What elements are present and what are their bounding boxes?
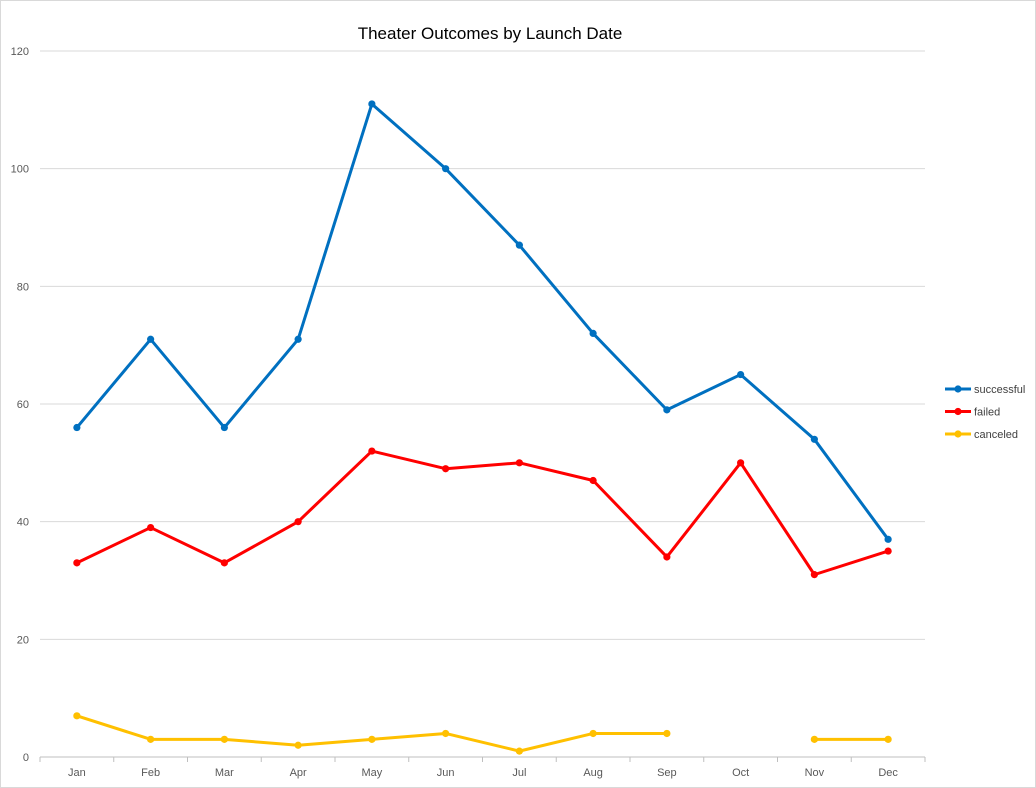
data-point bbox=[810, 735, 818, 743]
data-point bbox=[663, 406, 671, 414]
data-point bbox=[810, 435, 818, 443]
y-tick-label: 40 bbox=[17, 517, 29, 529]
x-tick-label: Dec bbox=[878, 767, 898, 779]
legend: successful failed canceled bbox=[945, 384, 1025, 441]
data-point bbox=[294, 335, 302, 343]
data-point bbox=[884, 535, 892, 543]
data-point bbox=[515, 459, 523, 467]
x-tick-label: Feb bbox=[141, 767, 160, 779]
legend-marker bbox=[954, 385, 962, 393]
legend-item-successful: successful bbox=[945, 384, 1025, 396]
data-point bbox=[220, 423, 228, 432]
series-canceled bbox=[73, 712, 892, 755]
data-point bbox=[147, 735, 155, 743]
data-point bbox=[884, 735, 892, 743]
data-point bbox=[368, 100, 376, 108]
data-point bbox=[884, 547, 892, 555]
x-axis: Jan Feb Mar Apr May Jun Jul Aug Sep Oct Nov Dec bbox=[39, 757, 926, 779]
x-tick-label: Jun bbox=[437, 767, 455, 779]
chart-title: Theater Outcomes by Launch Date bbox=[358, 24, 623, 43]
data-point bbox=[442, 729, 450, 738]
y-tick-label: 80 bbox=[17, 281, 29, 293]
data-point bbox=[589, 476, 597, 485]
data-point bbox=[515, 747, 523, 755]
data-point bbox=[73, 559, 81, 567]
y-tick-label: 0 bbox=[23, 752, 29, 764]
legend-marker bbox=[954, 407, 962, 416]
data-point bbox=[737, 459, 745, 467]
x-tick-label: Sep bbox=[657, 767, 677, 779]
series-successful bbox=[73, 100, 892, 543]
data-point bbox=[220, 735, 228, 743]
data-point bbox=[368, 735, 376, 743]
x-tick-label: Aug bbox=[583, 767, 603, 779]
data-point bbox=[294, 741, 302, 749]
legend-marker bbox=[954, 430, 962, 438]
gridlines bbox=[40, 50, 925, 758]
x-tick-label: Jan bbox=[68, 767, 86, 779]
y-tick-label: 100 bbox=[11, 164, 29, 176]
y-tick-label: 120 bbox=[11, 46, 29, 58]
legend-label: successful bbox=[974, 384, 1025, 396]
data-point bbox=[810, 571, 818, 579]
legend-label: canceled bbox=[974, 429, 1018, 441]
series-line bbox=[75, 714, 669, 753]
data-point bbox=[589, 329, 597, 337]
legend-label: failed bbox=[974, 407, 1000, 419]
data-point bbox=[737, 370, 745, 379]
plot-series bbox=[73, 100, 892, 755]
data-point bbox=[663, 729, 671, 738]
x-tick-label: May bbox=[361, 767, 382, 779]
data-point bbox=[442, 465, 450, 473]
x-tick-label: Apr bbox=[290, 767, 307, 779]
legend-item-failed: failed bbox=[945, 407, 1000, 419]
legend-item-canceled: canceled bbox=[945, 429, 1018, 441]
series-failed bbox=[73, 447, 892, 579]
series-line bbox=[75, 449, 890, 577]
x-tick-label: Nov bbox=[805, 767, 825, 779]
y-tick-label: 60 bbox=[17, 399, 29, 411]
data-point bbox=[663, 553, 671, 561]
data-point bbox=[73, 423, 81, 432]
data-point bbox=[294, 518, 302, 526]
data-point bbox=[147, 523, 155, 532]
data-point bbox=[515, 241, 523, 249]
x-tick-label: Oct bbox=[732, 767, 749, 779]
data-point bbox=[73, 712, 81, 720]
data-point bbox=[442, 165, 450, 173]
x-tick-label: Jul bbox=[512, 767, 526, 779]
y-axis: 0 20 40 60 80 100 120 bbox=[11, 46, 29, 764]
series-line bbox=[75, 102, 890, 541]
data-point bbox=[368, 447, 376, 455]
y-tick-label: 20 bbox=[17, 634, 29, 646]
data-point bbox=[589, 729, 597, 738]
data-point bbox=[147, 335, 155, 343]
data-point bbox=[220, 559, 228, 567]
x-tick-label: Mar bbox=[215, 767, 234, 779]
